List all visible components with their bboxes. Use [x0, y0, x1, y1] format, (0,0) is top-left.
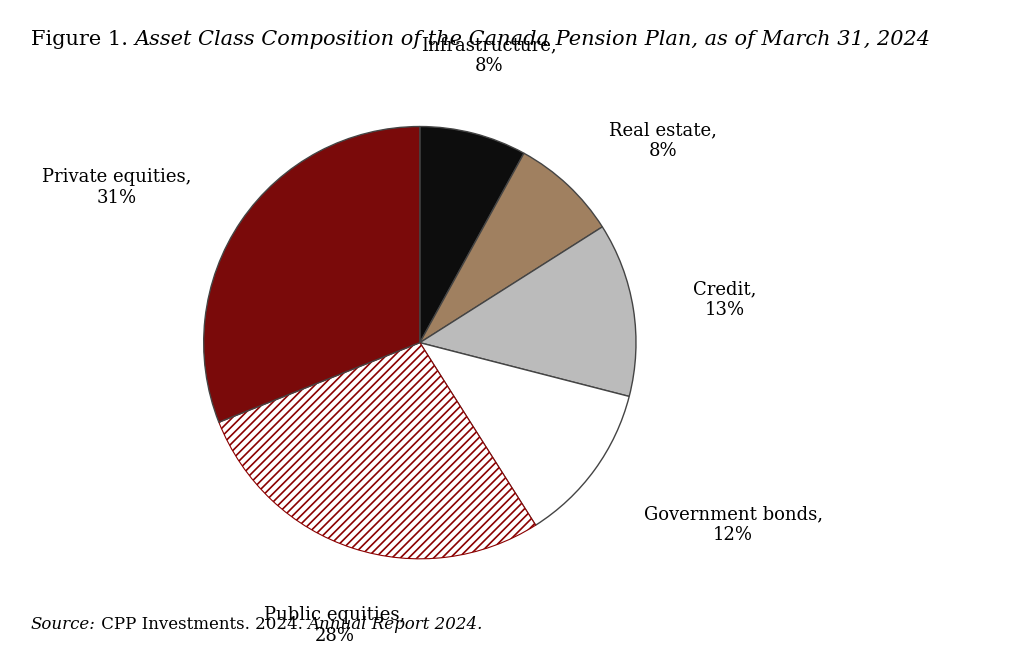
Wedge shape — [420, 343, 629, 525]
Text: Source:: Source: — [31, 616, 95, 633]
Text: CPP Investments. 2024.: CPP Investments. 2024. — [95, 616, 308, 633]
Text: Asset Class Composition of the Canada Pension Plan, as of March 31, 2024: Asset Class Composition of the Canada Pe… — [134, 30, 931, 49]
Text: Annual Report 2024.: Annual Report 2024. — [308, 616, 483, 633]
Text: Public equities,
28%: Public equities, 28% — [264, 606, 404, 645]
Wedge shape — [204, 127, 420, 422]
Wedge shape — [420, 154, 602, 343]
Wedge shape — [420, 127, 524, 343]
Text: Real estate,
8%: Real estate, 8% — [609, 122, 717, 160]
Text: Government bonds,
12%: Government bonds, 12% — [644, 505, 822, 544]
Text: Private equities,
31%: Private equities, 31% — [42, 168, 191, 206]
Text: Infrastructure,
8%: Infrastructure, 8% — [421, 36, 556, 74]
Wedge shape — [420, 227, 636, 397]
Wedge shape — [219, 343, 536, 559]
Text: Figure 1.: Figure 1. — [31, 30, 134, 49]
Text: Credit,
13%: Credit, 13% — [693, 280, 757, 319]
